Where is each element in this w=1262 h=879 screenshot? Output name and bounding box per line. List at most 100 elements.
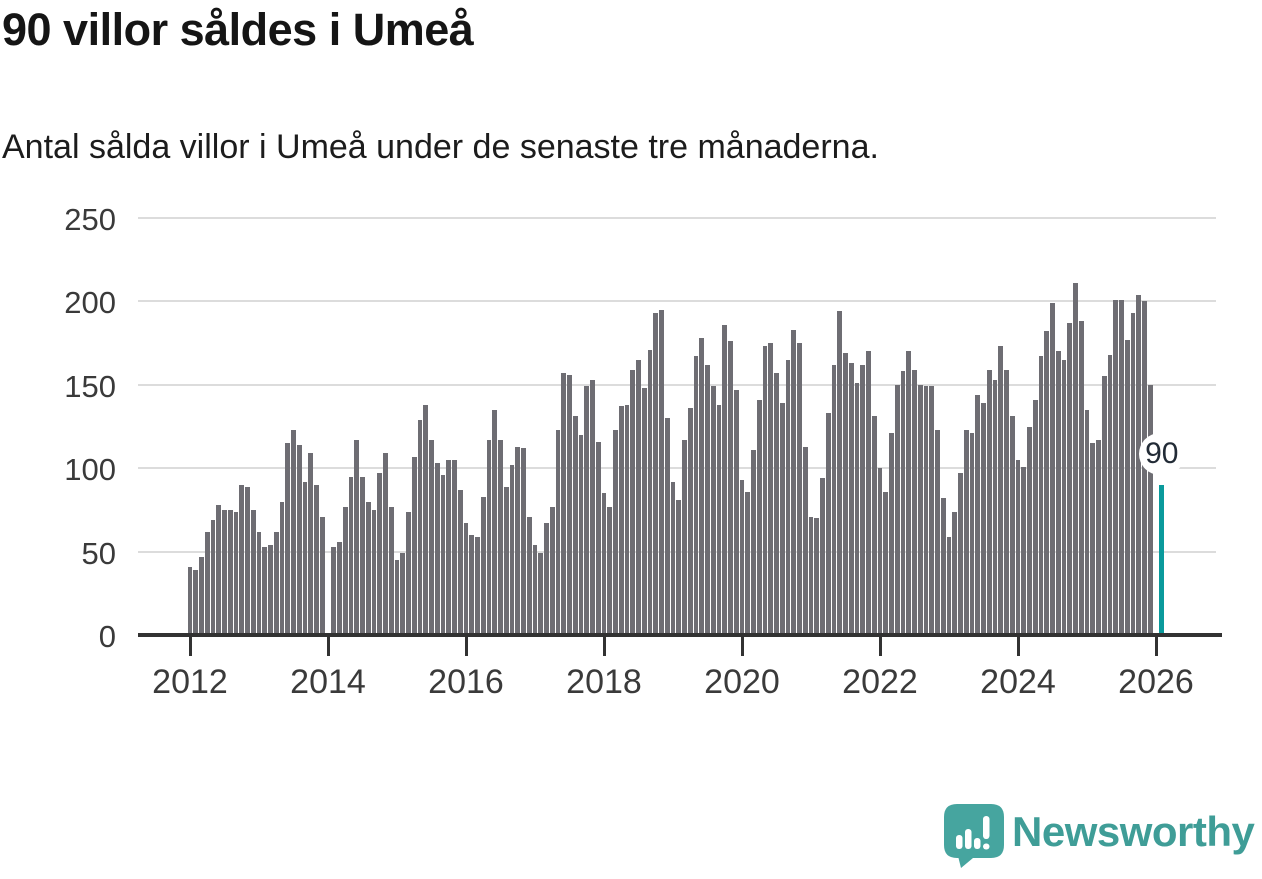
bar: [406, 511, 411, 635]
x-axis-tick: [740, 637, 744, 656]
bar: [423, 404, 429, 635]
x-axis-tick: [602, 637, 606, 656]
gridline-150: [138, 383, 1216, 386]
bar: [969, 433, 975, 635]
x-axis-label: 2020: [704, 663, 780, 701]
bar: [308, 453, 314, 635]
bar: [256, 531, 262, 635]
bar: [808, 516, 814, 635]
bar: [636, 359, 641, 635]
bar: [630, 369, 636, 635]
bar: [1067, 323, 1073, 635]
bar: [187, 566, 193, 635]
x-axis-label: 2024: [980, 663, 1056, 701]
bar: [739, 479, 745, 635]
bar: [710, 386, 716, 635]
bar: [929, 386, 935, 635]
bar: [1119, 299, 1124, 635]
x-axis-label: 2022: [842, 663, 918, 701]
y-axis-label: 150: [64, 368, 116, 404]
gridline-100: [138, 467, 1216, 470]
bar: [940, 498, 946, 635]
bar: [354, 439, 360, 635]
bar: [768, 343, 774, 635]
bar: [480, 496, 486, 635]
x-axis-tick: [1154, 637, 1158, 656]
bar: [561, 373, 567, 635]
bar: [693, 356, 699, 635]
y-axis-label: 50: [81, 535, 116, 571]
bar: [1136, 294, 1142, 635]
x-axis-tick: [188, 637, 192, 656]
bar: [802, 446, 808, 635]
bar: [509, 464, 515, 635]
bar: [774, 373, 779, 635]
bar: [452, 459, 457, 635]
bar: [837, 311, 843, 635]
bar: [762, 346, 768, 635]
bar: [227, 509, 233, 635]
bar: [584, 386, 590, 635]
bar: [538, 553, 544, 635]
bar: [348, 476, 354, 635]
x-axis-label: 2012: [152, 663, 228, 701]
bar: [1101, 376, 1107, 635]
bar: [302, 481, 308, 635]
bar: [1021, 466, 1027, 635]
bar: [687, 408, 693, 635]
bar: [1061, 359, 1067, 635]
bar: [342, 506, 348, 635]
bar: [877, 468, 883, 635]
bar: [549, 506, 555, 635]
bar: [935, 429, 940, 635]
bar: [751, 449, 756, 635]
bar: [273, 531, 279, 635]
newsworthy-logo-icon: [944, 804, 1004, 873]
bar: [245, 486, 250, 635]
bar: [647, 349, 653, 635]
bar: [785, 359, 791, 635]
bar: [848, 363, 854, 635]
bar: [526, 516, 532, 635]
bar: [1090, 443, 1096, 635]
bar: [653, 313, 659, 635]
bar: [199, 556, 204, 635]
bar: [1124, 339, 1130, 635]
bar: [900, 371, 906, 635]
bar: [1050, 303, 1055, 635]
bar: [216, 504, 222, 635]
bar: [992, 379, 998, 635]
page-title: 90 villor såldes i Umeå: [2, 4, 474, 55]
bar: [1015, 459, 1021, 635]
bar: [756, 399, 762, 635]
y-axis-label: 0: [98, 619, 116, 654]
bar: [670, 481, 676, 635]
bar: [360, 476, 365, 635]
bar: [457, 489, 463, 635]
bar: [469, 534, 475, 635]
bar: [733, 389, 739, 635]
bar: [567, 374, 572, 635]
bar: [555, 429, 561, 635]
bar: [705, 364, 710, 635]
bar: [613, 429, 618, 635]
bar: [1027, 426, 1032, 635]
bar: [204, 531, 210, 635]
bar: [866, 351, 871, 635]
bar: [440, 474, 446, 635]
highlighted-bar: [1159, 484, 1165, 635]
bar: [825, 413, 831, 635]
bar: [486, 439, 492, 635]
bar: [1004, 369, 1009, 635]
bar: [854, 383, 860, 635]
bar: [319, 516, 325, 635]
bar: [331, 546, 337, 635]
bar: [388, 506, 394, 635]
bar: [676, 499, 682, 635]
bar: [963, 429, 969, 635]
bar: [797, 343, 802, 635]
bar: [296, 444, 302, 635]
bar: [641, 388, 647, 635]
bar: [222, 509, 227, 635]
bar: [1009, 416, 1015, 635]
